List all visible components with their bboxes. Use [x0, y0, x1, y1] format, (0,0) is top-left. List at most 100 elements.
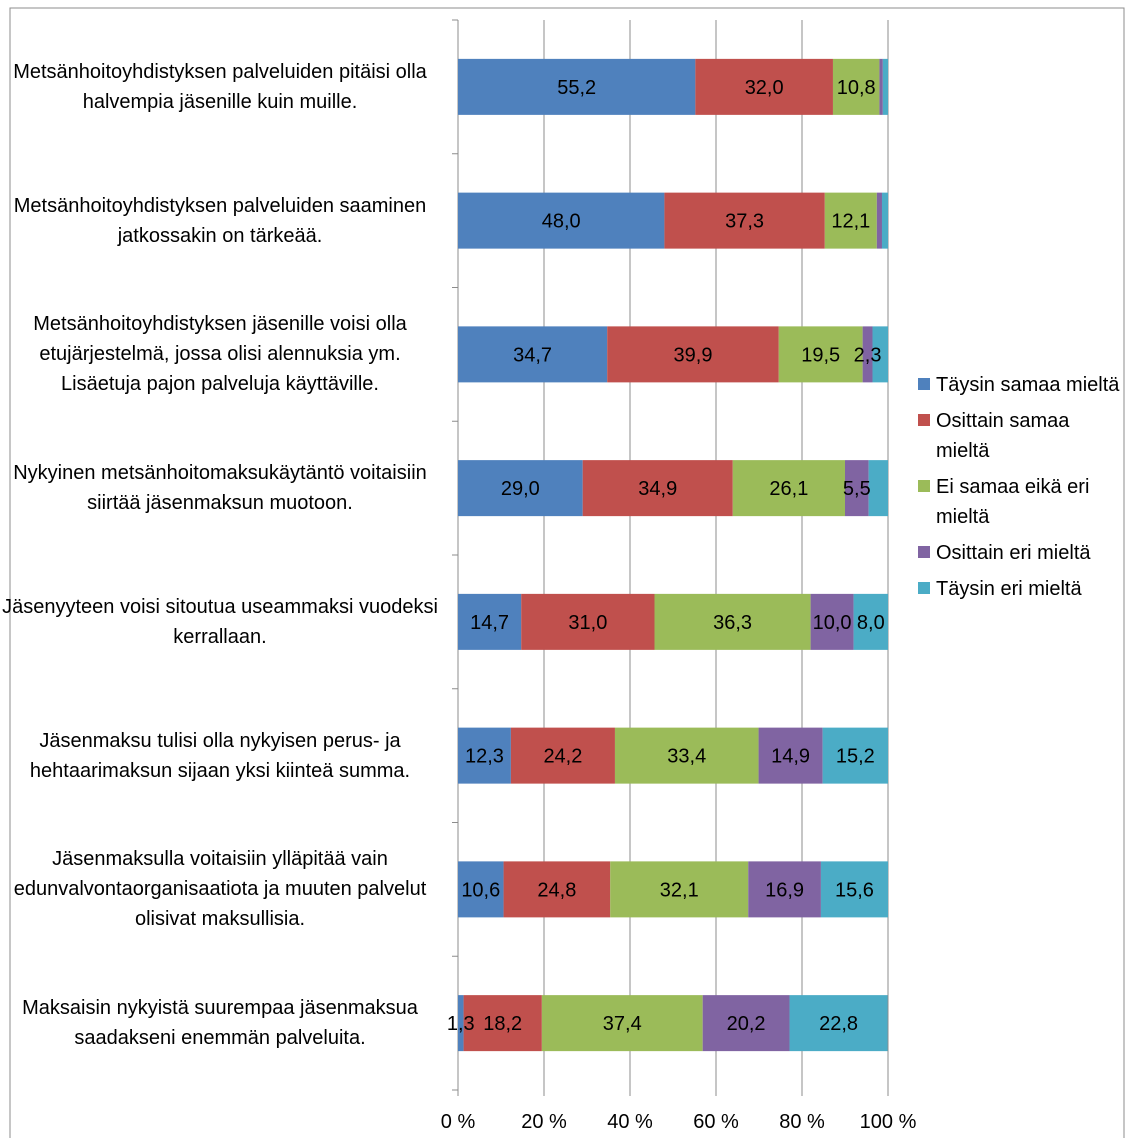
- bar-segment: [614, 727, 759, 784]
- legend-swatch: [918, 582, 930, 594]
- data-label: 12,1: [831, 211, 870, 233]
- gridlines: [457, 20, 889, 1090]
- data-label: 39,9: [674, 344, 713, 366]
- bar-segment: [853, 593, 888, 650]
- data-label: 26,1: [769, 478, 808, 500]
- bar-segment: [824, 192, 877, 249]
- data-label: 15,6: [835, 879, 874, 901]
- bar-segment: [458, 861, 504, 918]
- x-tick-labels: 0 % 20 % 40 % 60 % 80 % 100 %: [441, 1111, 917, 1133]
- category-label: Metsänhoitoyhdistyksen jäsenille voisi o…: [33, 313, 407, 396]
- bar-segment: [510, 727, 615, 784]
- bar-segment: [458, 326, 608, 383]
- legend-swatch: [918, 378, 930, 390]
- legend-item: Osittain samaa mieltä: [918, 406, 1123, 466]
- bar-segment: [820, 861, 888, 918]
- x-tick-label: 20 %: [521, 1111, 567, 1133]
- x-tick-label: 40 %: [607, 1111, 653, 1133]
- bar-segment: [695, 58, 833, 115]
- bar-segment: [458, 460, 583, 517]
- legend-label: Osittain eri mieltä: [936, 542, 1091, 564]
- bar-segment: [879, 58, 883, 115]
- bar-segment: [654, 593, 811, 650]
- legend-label: Täysin eri mieltä: [936, 578, 1082, 600]
- legend-swatch: [918, 414, 930, 426]
- bar-segment: [702, 995, 790, 1052]
- legend-label: Ei samaa eikä eri mieltä: [936, 476, 1090, 528]
- bar-segment: [541, 995, 703, 1052]
- bar-segment: [732, 460, 845, 517]
- category-label: Metsänhoitoyhdistyksen palveluiden saami…: [13, 194, 427, 247]
- category-label: Jäsenyyteen voisi sitoutua useammaksi vu…: [2, 595, 438, 648]
- bar-segment: [610, 861, 749, 918]
- category-label: Jäsenmaksu tulisi olla nykyisen perus- j…: [29, 729, 411, 782]
- bar-segment: [881, 192, 888, 249]
- data-label: 19,5: [801, 344, 840, 366]
- bars: [458, 58, 888, 1052]
- data-label: 1,3: [447, 1013, 475, 1035]
- bar-segment: [882, 58, 888, 115]
- bar-segment: [876, 192, 882, 249]
- bar-segment: [868, 460, 888, 517]
- legend-label: Täysin samaa mieltä: [936, 374, 1120, 396]
- bar-segment: [458, 58, 696, 115]
- data-label: 5,5: [843, 478, 871, 500]
- legend-swatch: [918, 546, 930, 558]
- data-label: 33,4: [667, 746, 706, 768]
- data-label: 32,1: [660, 879, 699, 901]
- category-label: Nykyinen metsänhoitomaksukäytäntö voitai…: [13, 462, 427, 515]
- data-label: 10,0: [813, 612, 852, 634]
- category-label: Metsänhoitoyhdistyksen palveluiden pitäi…: [13, 60, 427, 113]
- data-label: 37,3: [725, 211, 764, 233]
- data-label: 14,7: [470, 612, 509, 634]
- data-label: 20,2: [727, 1013, 766, 1035]
- data-label: 37,4: [603, 1013, 642, 1035]
- category-label: Jäsenmaksulla voitaisiin ylläpitää vain …: [13, 848, 427, 931]
- bar-segment: [458, 995, 464, 1052]
- legend-item: Ei samaa eikä eri mieltä: [918, 472, 1123, 532]
- data-label: 16,9: [765, 879, 804, 901]
- bar-segment: [758, 727, 823, 784]
- data-label: 55,2: [557, 77, 596, 99]
- bar-segment: [748, 861, 821, 918]
- data-label: 29,0: [501, 478, 540, 500]
- chart-border: [9, 7, 1125, 1138]
- data-label: 31,0: [568, 612, 607, 634]
- legend-label: Osittain samaa mieltä: [936, 410, 1070, 462]
- bar-segment: [778, 326, 863, 383]
- x-tick-label: 80 %: [779, 1111, 825, 1133]
- legend-item: Täysin samaa mieltä: [918, 370, 1123, 400]
- data-label: 34,9: [638, 478, 677, 500]
- bar-segment: [582, 460, 733, 517]
- legend: Täysin samaa mieltä Osittain samaa mieltä…: [918, 370, 1123, 610]
- bar-segment: [521, 593, 655, 650]
- data-label: 24,2: [543, 746, 582, 768]
- bar-segment: [463, 995, 542, 1052]
- data-label: 32,0: [745, 77, 784, 99]
- data-label: 14,9: [771, 746, 810, 768]
- legend-item: Osittain eri mieltä: [918, 538, 1123, 568]
- bar-segment: [503, 861, 611, 918]
- axes: [452, 19, 889, 1096]
- bar-segment: [458, 192, 665, 249]
- data-label: 10,6: [461, 879, 500, 901]
- bar-segment: [458, 727, 511, 784]
- data-label: 18,2: [483, 1013, 522, 1035]
- x-tick-label: 100 %: [860, 1111, 917, 1133]
- bar-segment: [458, 593, 522, 650]
- bar-segment: [664, 192, 825, 249]
- data-label: 10,8: [837, 77, 876, 99]
- data-label: 2,3: [854, 344, 882, 366]
- bar-segment: [832, 58, 880, 115]
- data-label: 36,3: [713, 612, 752, 634]
- data-label: 22,8: [819, 1013, 858, 1035]
- data-label: 12,3: [465, 746, 504, 768]
- legend-swatch: [918, 480, 930, 492]
- bar-segment: [862, 326, 873, 383]
- bar-segment: [789, 995, 888, 1052]
- legend-item: Täysin eri mieltä: [918, 574, 1123, 604]
- data-label: 8,0: [857, 612, 885, 634]
- bar-segment: [845, 460, 869, 517]
